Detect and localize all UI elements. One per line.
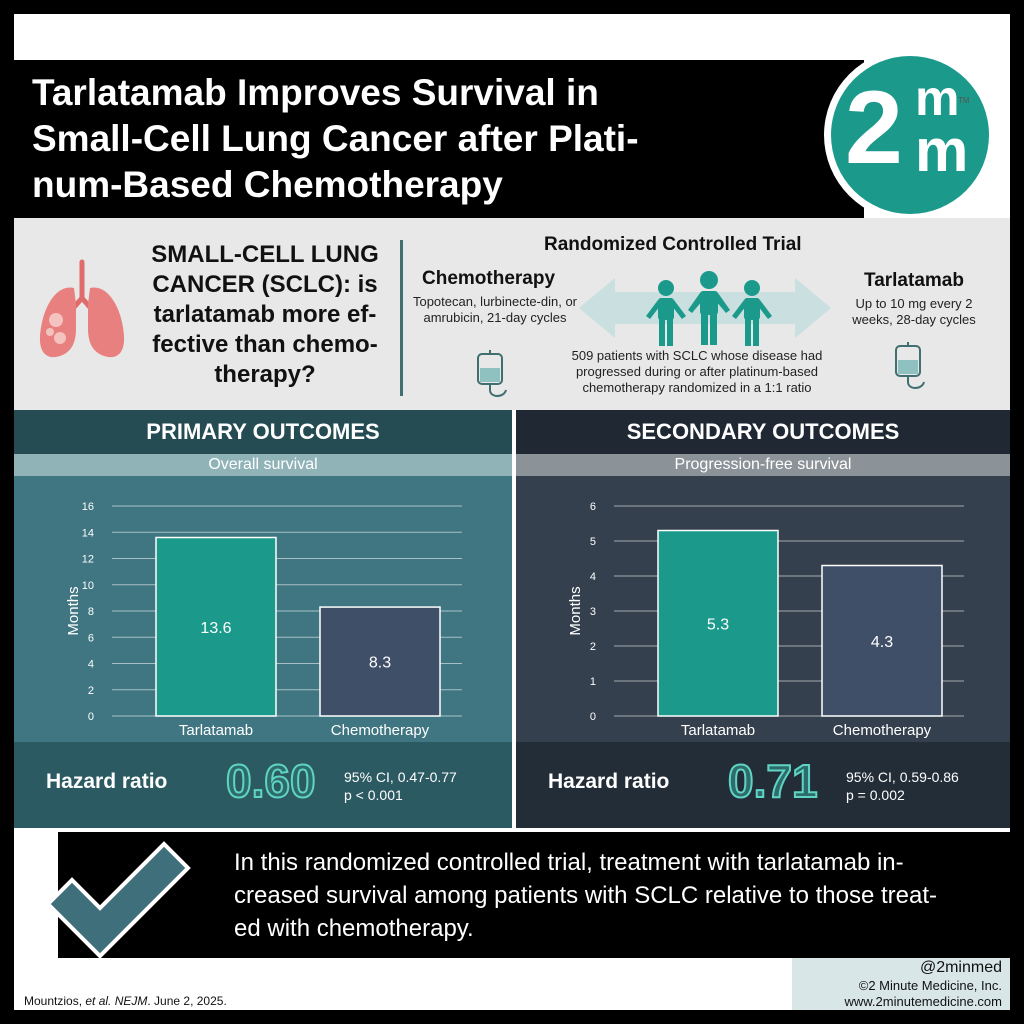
logo-letter-top: m [915,70,960,126]
bar-value-label: 4.3 [871,634,893,651]
iv-bag-icon [477,350,507,397]
conclusion-text: In this randomized controlled trial, tre… [234,849,937,942]
y-axis-label: Months [567,586,584,635]
logo-number: 2 [845,70,903,186]
title-band: Tarlatamab Improves Survival in Small-Ce… [14,60,864,218]
y-tick-label: 4 [590,571,596,583]
panel-divider [512,410,516,828]
bar-chemotherapy [319,606,441,717]
bar-tarlatamab [657,529,779,717]
page-title: Tarlatamab Improves Survival in Small-Ce… [32,72,639,205]
y-tick-label: 12 [82,554,94,566]
trial-design-band: SMALL-CELL LUNG CANCER (SCLC): is tarlat… [14,218,1010,410]
citation-authors: Mountzios, [24,994,86,1008]
logo-badge: 2 m m [831,56,989,214]
copyright: ©2 Minute Medicine, Inc. [858,978,1002,993]
credit-box: @2minmed ©2 Minute Medicine, Inc. www.2m… [792,958,1010,1010]
confidence-interval: 95% CI, 0.47-0.77 p < 0.001 [344,768,457,804]
secondary-hazard-ratio: Hazard ratio 0.71 95% CI, 0.59-0.86 p = … [516,742,1010,828]
iv-bag-icon [895,342,925,389]
logo-letter-bottom: m [915,117,969,184]
y-tick-label: 6 [590,501,596,513]
logo-trademark: TM [958,96,970,105]
y-tick-label: 0 [88,711,94,723]
y-axis-label: Months [65,586,82,635]
arm-tarlatamab-name: Tarlatamab [864,270,964,291]
primary-outcomes-heading: PRIMARY OUTCOMES [14,410,512,454]
arm-chemotherapy-description: Topotecan, lurbinecte-din, or amrubicin,… [412,294,578,325]
overall-survival-chart: 0 2 4 6 8 10 12 14 16 Months 13.6 Tarlatamab 8.3 Chem… [65,501,462,739]
bar-chemotherapy [821,564,943,717]
hazard-ratio-label: Hazard ratio [46,770,168,793]
primary-hazard-ratio: Hazard ratio 0.60 95% CI, 0.47-0.77 p < … [14,742,512,828]
y-tick-label: 16 [82,501,94,513]
primary-outcomes-panel: PRIMARY OUTCOMES Overall survival 0 2 4 6 8 1… [14,410,512,828]
bar-value-label: 8.3 [369,655,391,672]
secondary-outcomes-panel: SECONDARY OUTCOMES Progression-free surv… [516,410,1010,828]
y-tick-label: 10 [82,580,94,592]
y-tick-label: 0 [590,711,596,723]
secondary-outcome-subheading: Progression-free survival [516,454,1010,476]
y-tick-label: 8 [88,606,94,618]
bar-tarlatamab [155,536,277,717]
clinical-question: SMALL-CELL LUNG CANCER (SCLC): is tarlat… [151,241,379,388]
citation-etal: et al. [85,994,112,1008]
bar-value-label: 13.6 [200,620,231,637]
ci-text: 95% CI, 0.47-0.77 [344,769,457,785]
x-tick-label: Tarlatamab [179,722,253,739]
y-tick-label: 6 [88,632,94,644]
primary-outcome-subheading: Overall survival [14,454,512,476]
trial-heading: Randomized Controlled Trial [544,234,802,255]
x-tick-label: Chemotherapy [331,722,430,739]
infographic: Tarlatamab Improves Survival in Small-Ce… [14,14,1010,1010]
website: www.2minutemedicine.com [844,994,1002,1009]
checkmark-icon [45,841,191,959]
confidence-interval: 95% CI, 0.59-0.86 p = 0.002 [846,768,959,804]
y-tick-label: 1 [590,676,596,688]
conclusion-band: In this randomized controlled trial, tre… [58,832,1010,958]
p-value: p < 0.001 [344,787,403,803]
y-tick-label: 2 [88,685,94,697]
citation-journal: NEJM [114,994,148,1008]
x-tick-label: Chemotherapy [833,722,932,739]
bar-value-label: 5.3 [707,616,729,633]
y-tick-label: 14 [82,527,94,539]
p-value: p = 0.002 [846,787,905,803]
hazard-ratio-label: Hazard ratio [548,770,670,793]
secondary-outcomes-heading: SECONDARY OUTCOMES [516,410,1010,454]
citation: Mountzios, et al. NEJM. June 2, 2025. [24,994,227,1008]
logo: 2 m m [824,49,996,221]
arm-chemotherapy-name: Chemotherapy [422,268,556,289]
hazard-ratio-value: 0.71 [727,754,819,808]
people-icon [646,271,772,346]
y-tick-label: 5 [590,536,596,548]
social-handle: @2minmed [919,959,1002,976]
hazard-ratio-value: 0.60 [225,754,317,808]
arm-tarlatamab-description: Up to 10 mg every 2 weeks, 28-day cycles [852,296,976,327]
y-tick-label: 3 [590,606,596,618]
progression-free-survival-chart: 0 1 2 3 4 5 6 Months 5.3 Tarlatamab 4.3 Chemotherap… [567,501,964,739]
y-tick-label: 2 [590,641,596,653]
divider [400,240,403,396]
y-tick-label: 4 [88,659,94,671]
citation-date: . June 2, 2025. [147,994,227,1008]
lungs-icon [39,259,125,358]
trial-population: 509 patients with SCLC whose disease had… [571,348,823,395]
x-tick-label: Tarlatamab [681,722,755,739]
ci-text: 95% CI, 0.59-0.86 [846,769,959,785]
